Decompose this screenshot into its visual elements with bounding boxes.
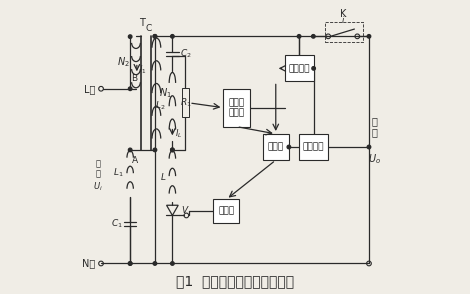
Circle shape	[153, 262, 157, 265]
Text: T: T	[139, 18, 145, 28]
Text: $C_1$: $C_1$	[111, 218, 123, 230]
Circle shape	[287, 145, 290, 149]
FancyBboxPatch shape	[213, 199, 239, 223]
Text: $N_2$: $N_2$	[118, 56, 130, 69]
Text: N交: N交	[82, 258, 95, 268]
Circle shape	[128, 262, 132, 265]
Text: C: C	[146, 24, 152, 34]
Circle shape	[153, 35, 157, 38]
Circle shape	[171, 262, 174, 265]
Circle shape	[128, 148, 132, 152]
Text: $I_L$: $I_L$	[175, 128, 182, 140]
Text: 锯齿波
发生器: 锯齿波 发生器	[228, 98, 244, 117]
Circle shape	[367, 35, 371, 38]
Text: A: A	[132, 156, 138, 165]
Circle shape	[153, 35, 157, 38]
Text: 输
出: 输 出	[372, 116, 378, 137]
Text: $R_1$: $R_1$	[180, 97, 191, 109]
Circle shape	[171, 35, 174, 38]
FancyBboxPatch shape	[223, 89, 250, 127]
Circle shape	[171, 148, 174, 152]
Text: $C_2$: $C_2$	[180, 48, 191, 60]
Text: i: i	[342, 16, 344, 25]
Circle shape	[312, 67, 315, 70]
FancyBboxPatch shape	[299, 134, 328, 160]
Text: K: K	[339, 9, 346, 19]
Text: $V$: $V$	[181, 204, 190, 215]
Text: $U_o$: $U_o$	[368, 152, 381, 166]
Text: $I_1$: $I_1$	[139, 64, 147, 76]
Circle shape	[128, 262, 132, 265]
Circle shape	[367, 145, 371, 149]
Text: $L_1$: $L_1$	[113, 167, 124, 179]
Text: $N_1$: $N_1$	[159, 86, 172, 100]
Text: B: B	[132, 74, 138, 83]
FancyBboxPatch shape	[284, 55, 313, 81]
FancyBboxPatch shape	[263, 134, 289, 160]
Circle shape	[153, 148, 157, 152]
FancyBboxPatch shape	[182, 88, 189, 117]
Circle shape	[128, 35, 132, 39]
Text: 触发器: 触发器	[218, 207, 235, 216]
Text: 采样电路: 采样电路	[303, 143, 324, 151]
Circle shape	[171, 148, 174, 152]
Text: 输
入
$U_i$: 输 入 $U_i$	[93, 159, 103, 193]
Circle shape	[128, 87, 132, 91]
Circle shape	[298, 35, 301, 38]
Text: 图1  正弦交流净化电源原理图: 图1 正弦交流净化电源原理图	[176, 274, 294, 288]
Text: 比较器: 比较器	[268, 143, 284, 151]
Text: $L_2$: $L_2$	[155, 100, 165, 113]
Text: $L$: $L$	[159, 171, 166, 182]
Circle shape	[312, 35, 315, 38]
Text: L交: L交	[84, 84, 95, 94]
Text: 保护电路: 保护电路	[288, 64, 310, 73]
